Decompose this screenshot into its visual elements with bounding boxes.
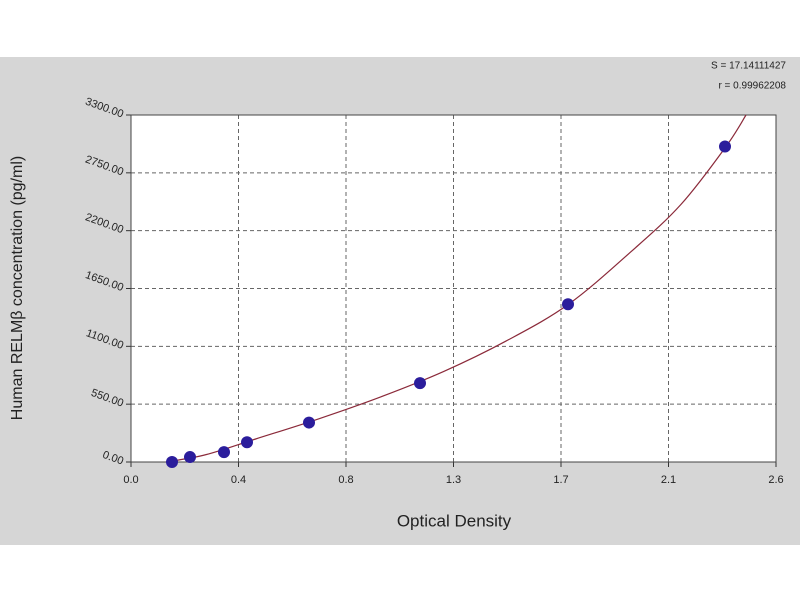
data-point: [719, 140, 731, 153]
data-point: [166, 456, 178, 468]
x-tick-label: 1.7: [553, 474, 568, 486]
data-point: [414, 377, 426, 390]
data-point: [241, 436, 253, 449]
x-tick-label: 2.1: [661, 474, 676, 486]
annotation: r = 0.99962208: [718, 81, 786, 92]
data-point: [562, 298, 574, 311]
data-point: [218, 446, 230, 459]
data-point: [184, 451, 196, 464]
plot-frame: [130, 114, 777, 463]
x-axis-label: Optical Density: [397, 511, 512, 530]
annotation: S = 17.14111427: [711, 61, 786, 72]
x-tick-label: 0.0: [123, 474, 138, 486]
x-tick-label: 0.8: [338, 474, 353, 486]
y-axis-label: Human RELMβ concentration (pg/ml): [9, 156, 26, 420]
data-point: [303, 416, 315, 429]
x-tick-label: 2.6: [768, 474, 783, 486]
fit-curve: [165, 114, 747, 463]
x-tick-label: 1.3: [446, 474, 461, 486]
x-tick-label: 0.4: [231, 474, 246, 486]
